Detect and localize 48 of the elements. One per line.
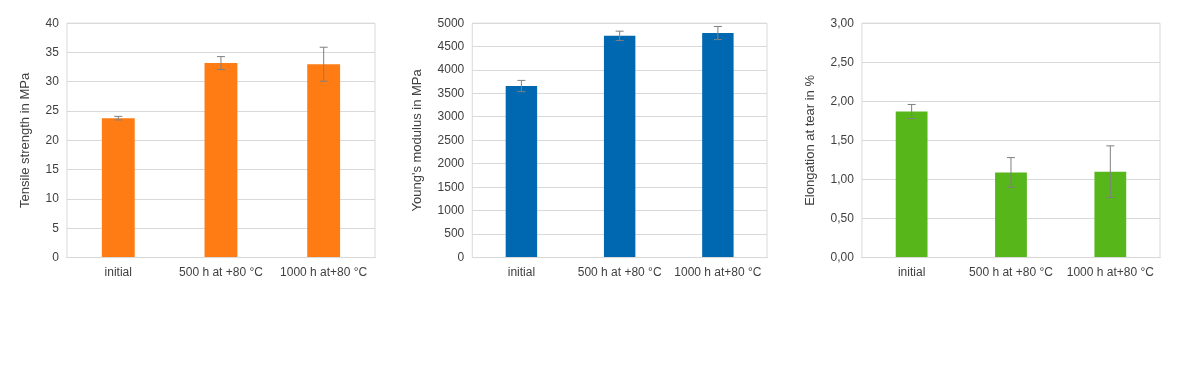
x-tick-label: initial (507, 265, 536, 280)
y-tick-label: 1,00 (830, 171, 855, 186)
y-tick-label: 5000 (437, 15, 465, 30)
y-tick-label: 10 (45, 191, 60, 206)
y-tick-label: 2,50 (830, 54, 855, 69)
y-tick-label: 2500 (437, 132, 465, 147)
x-tick-label: initial (104, 265, 132, 280)
y-tick-label: 40 (45, 15, 60, 30)
y-tick-label: 3000 (437, 109, 465, 124)
y-tick-label: 2,00 (830, 93, 855, 108)
y-tick-label: 3,00 (830, 15, 855, 30)
x-tick-label: 1000 h at+80 °C (674, 265, 762, 280)
bar (995, 172, 1027, 258)
y-axis-title: Elongation at tear in % (802, 74, 818, 206)
x-tick-label: 500 h at +80 °C (969, 265, 1054, 280)
y-tick-label: 0,00 (830, 249, 855, 264)
y-tick-label: 25 (45, 103, 60, 118)
y-tick-label: 3500 (437, 85, 465, 100)
bar (603, 35, 636, 258)
y-tick-label: 1000 (437, 203, 465, 218)
y-axis-title: Tensile strength in MPa (17, 72, 33, 208)
y-tick-label: 1,50 (830, 132, 855, 147)
x-tick-label: 1000 h at+80 °C (1066, 265, 1155, 280)
bar (101, 118, 135, 258)
bar (895, 111, 928, 258)
y-tick-label: 20 (45, 132, 60, 147)
y-tick-label: 0 (457, 249, 465, 264)
x-tick-label: 500 h at +80 °C (179, 265, 264, 280)
y-tick-label: 5 (52, 220, 60, 235)
x-tick-label: 500 h at +80 °C (577, 265, 662, 280)
y-tick-label: 35 (45, 44, 60, 59)
y-tick-label: 4000 (437, 62, 465, 77)
y-tick-label: 2000 (437, 156, 465, 171)
x-tick-label: 1000 h at+80 °C (280, 265, 368, 280)
bar (204, 63, 238, 258)
y-tick-label: 500 (444, 226, 465, 241)
y-axis-title: Young's modulus in MPa (409, 68, 425, 212)
bar (307, 64, 341, 258)
x-tick-label: initial (897, 265, 926, 280)
y-tick-label: 0,50 (830, 210, 855, 225)
y-tick-label: 1500 (437, 179, 465, 194)
y-tick-label: 0 (52, 249, 60, 264)
y-tick-label: 15 (45, 162, 60, 177)
y-tick-label: 4500 (437, 38, 465, 53)
bar (505, 86, 538, 258)
bar (1094, 171, 1127, 258)
y-tick-label: 30 (45, 74, 60, 89)
bar (702, 33, 734, 258)
